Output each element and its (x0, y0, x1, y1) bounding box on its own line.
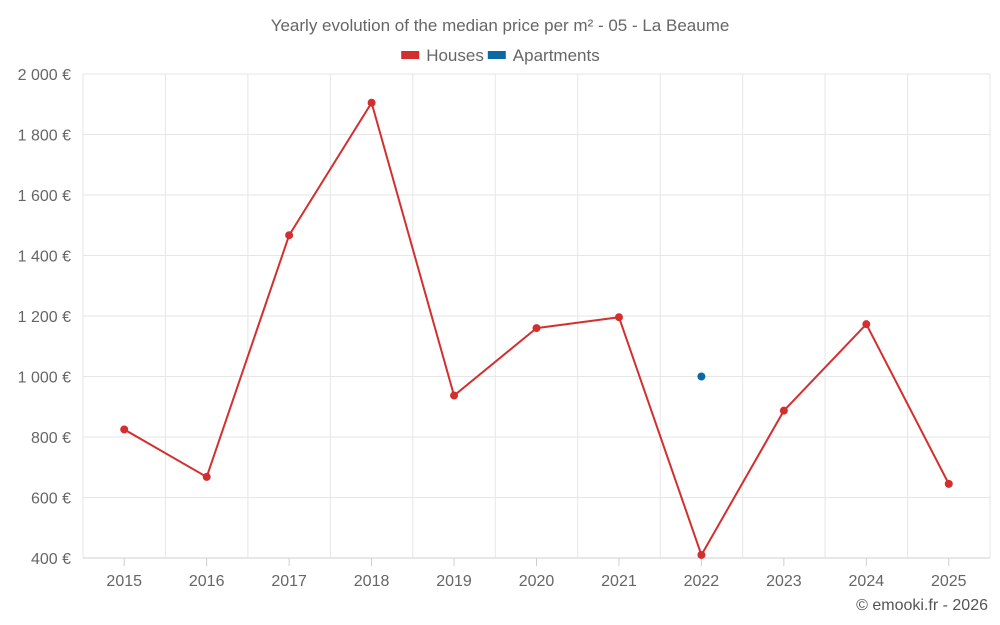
houses-point-2018[interactable] (367, 98, 376, 107)
legend-swatch-apartments (487, 51, 506, 59)
x-tick-label: 2019 (436, 573, 472, 590)
chart-axes: 400 € 600 € 800 € 1 000 € 1 200 € 1 400 € 1 60… (18, 67, 967, 590)
houses-point-2019[interactable] (450, 391, 459, 400)
x-tick-label: 2025 (931, 573, 967, 590)
houses-point-2015[interactable] (120, 425, 129, 434)
chart-grid (82, 73, 991, 559)
houses-point-2022[interactable] (697, 550, 706, 559)
chart-credit: © emooki.fr - 2026 (856, 597, 988, 614)
legend-label-apartments: Apartments (513, 46, 600, 65)
apartments-point-2022[interactable] (697, 372, 706, 381)
legend-label-houses: Houses (426, 46, 484, 65)
x-tick-label: 2015 (106, 573, 142, 590)
chart-series (120, 98, 953, 559)
y-tick-label: 800 € (31, 430, 71, 447)
y-tick-label: 400 € (31, 551, 71, 568)
houses-point-2023[interactable] (779, 406, 788, 415)
x-tick-label: 2024 (849, 573, 885, 590)
houses-point-2025[interactable] (944, 479, 953, 488)
y-tick-label: 600 € (31, 491, 71, 508)
x-tick-label: 2017 (271, 573, 307, 590)
y-tick-label: 1 400 € (18, 249, 71, 266)
y-tick-label: 1 200 € (18, 309, 71, 326)
houses-point-2020[interactable] (532, 324, 541, 333)
legend-item-houses[interactable]: Houses (401, 46, 484, 65)
legend-item-apartments[interactable]: Apartments (487, 46, 600, 65)
chart-title: Yearly evolution of the median price per… (271, 16, 730, 35)
y-tick-label: 1 600 € (18, 188, 71, 205)
x-tick-label: 2018 (354, 573, 390, 590)
y-tick-label: 1 800 € (18, 128, 71, 145)
y-tick-label: 1 000 € (18, 370, 71, 387)
houses-point-2021[interactable] (614, 313, 623, 322)
x-tick-label: 2016 (189, 573, 225, 590)
x-tick-label: 2023 (766, 573, 802, 590)
houses-point-2017[interactable] (285, 231, 294, 240)
houses-point-2024[interactable] (862, 320, 871, 329)
y-tick-label: 2 000 € (18, 67, 71, 84)
legend-swatch-houses (401, 51, 420, 59)
chart-legend: Houses Apartments (401, 46, 600, 65)
x-tick-label: 2020 (519, 573, 555, 590)
houses-point-2016[interactable] (202, 472, 211, 481)
x-tick-label: 2021 (601, 573, 637, 590)
x-tick-label: 2022 (684, 573, 720, 590)
